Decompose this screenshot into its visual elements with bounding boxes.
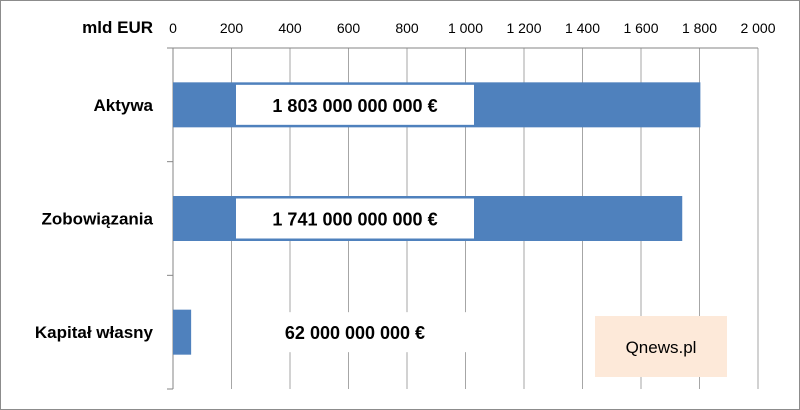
data-label: 1 803 000 000 000 € — [272, 96, 437, 116]
category-label: Kapitał własny — [35, 323, 154, 342]
x-axis-label: mld EUR — [82, 18, 153, 37]
x-tick-label: 1 800 — [682, 20, 717, 36]
x-tick-label: 1 400 — [565, 20, 600, 36]
x-tick-label: 400 — [278, 20, 302, 36]
x-tick-label: 1 200 — [506, 20, 541, 36]
x-tick-label: 600 — [337, 20, 361, 36]
x-tick-label: 1 000 — [448, 20, 483, 36]
category-label: Aktywa — [93, 96, 153, 115]
x-tick-label: 2 000 — [740, 20, 775, 36]
category-label: Zobowiązania — [42, 210, 154, 229]
x-tick-label: 0 — [169, 20, 177, 36]
x-tick-label: 1 600 — [623, 20, 658, 36]
watermark-box — [595, 316, 727, 377]
watermark-text: Qnews.pl — [626, 338, 697, 357]
data-label: 1 741 000 000 000 € — [272, 210, 437, 230]
data-label-box — [236, 84, 474, 125]
data-label: 62 000 000 000 € — [285, 323, 425, 343]
data-label-box — [236, 198, 474, 239]
x-tick-label: 800 — [395, 20, 419, 36]
watermark: Qnews.pl — [595, 316, 727, 377]
bar — [173, 309, 192, 355]
data-label-box — [236, 312, 474, 353]
x-tick-label: 200 — [220, 20, 244, 36]
